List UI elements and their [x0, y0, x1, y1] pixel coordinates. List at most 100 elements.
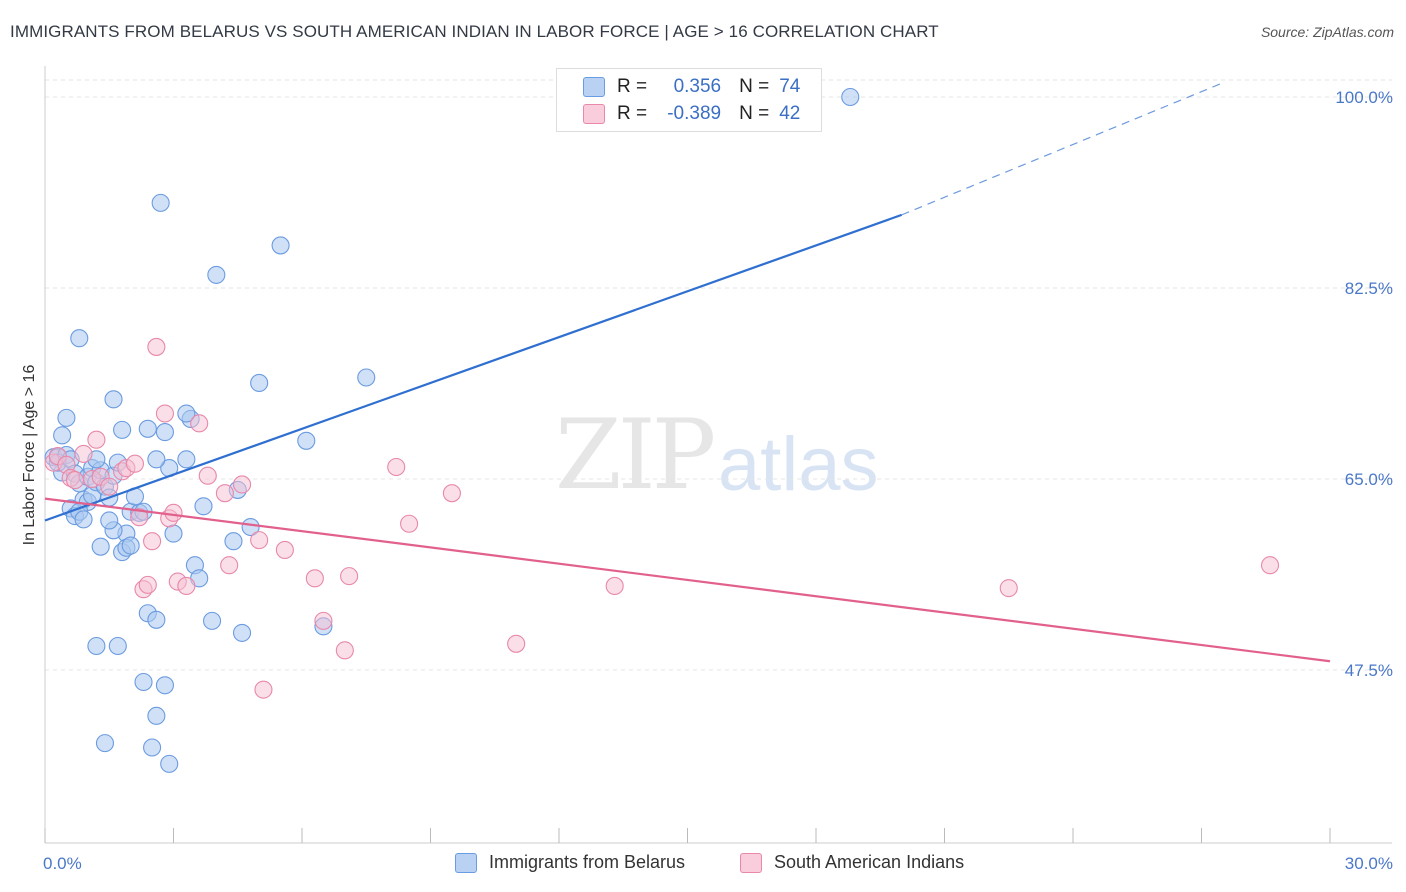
data-point-belarus [155, 423, 174, 442]
data-point-belarus [841, 87, 860, 107]
data-point-south-american [232, 475, 252, 494]
data-point-south-american [143, 532, 162, 551]
legend-n-value: 42 [779, 103, 801, 124]
data-point-south-american [254, 680, 273, 699]
data-point-south-american [138, 575, 157, 594]
data-point-belarus [271, 236, 290, 255]
data-point-south-american [999, 579, 1018, 598]
data-point-south-american [87, 430, 106, 449]
data-point-south-american [65, 471, 85, 490]
series-legend: Immigrants from Belarus South American I… [0, 852, 1406, 876]
watermark-atlas: atlas [718, 422, 879, 507]
y-tick-label: 82.5% [1345, 279, 1393, 298]
data-point-south-american [305, 569, 324, 588]
data-point-belarus [113, 420, 132, 439]
data-point-belarus [357, 368, 376, 387]
y-tick-label: 100.0% [1335, 88, 1393, 107]
data-point-belarus [160, 754, 179, 773]
legend-swatch-blue [583, 77, 605, 97]
data-point-south-american [130, 508, 149, 527]
data-point-south-american [387, 457, 406, 477]
data-point-belarus [100, 511, 119, 530]
trend-line-belarus [44, 213, 903, 522]
data-point-belarus [87, 636, 106, 656]
data-point-south-american [164, 503, 183, 522]
data-point-south-american [125, 454, 144, 473]
y-tick-label: 65.0% [1345, 470, 1393, 489]
data-point-belarus [232, 623, 252, 642]
data-point-belarus [151, 193, 170, 212]
legend-item-belarus[interactable]: Immigrants from Belarus [455, 852, 685, 873]
data-point-belarus [53, 426, 72, 445]
data-point-south-american [100, 477, 119, 496]
data-point-south-american [1260, 556, 1280, 575]
y-axis-label: In Labor Force | Age > 16 [21, 365, 38, 546]
data-point-belarus [121, 536, 140, 555]
legend-n-label: N = [739, 76, 770, 97]
data-point-south-american [275, 540, 294, 559]
tick-labels: 47.5% 65.0% 82.5% 100.0% 0.0% 30.0% [43, 88, 1393, 873]
data-point-belarus [147, 450, 166, 469]
data-point-south-american [215, 484, 234, 503]
legend-r-label: R = [617, 76, 648, 97]
series-belarus-points [44, 87, 860, 773]
gridlines [45, 79, 1392, 671]
trend-line-south-american [44, 497, 1331, 663]
source-credit[interactable]: Source: ZipAtlas.com [1260, 24, 1394, 40]
legend-n-label: N = [739, 103, 770, 124]
data-point-belarus [194, 497, 213, 516]
legend-swatch-blue [455, 852, 477, 873]
data-point-belarus [104, 390, 123, 409]
data-point-belarus [147, 610, 166, 629]
data-point-belarus [164, 524, 183, 543]
legend-row-belarus: R = 0.356 N = 74 [583, 75, 800, 99]
data-point-belarus [297, 431, 316, 450]
data-point-belarus [177, 404, 196, 423]
data-point-belarus [207, 265, 226, 284]
watermark-zip: ZIP [555, 399, 714, 511]
y-tick-label: 47.5% [1345, 661, 1393, 680]
data-point-south-american [147, 337, 166, 356]
legend-swatch-pink [583, 104, 605, 124]
data-point-belarus [70, 329, 89, 348]
series-south-american-points [44, 337, 1280, 699]
legend-row-south-american: R = -0.389 N = 42 [583, 102, 800, 126]
x-tick-label-max: 30.0% [1345, 854, 1393, 873]
data-point-belarus [143, 738, 162, 757]
data-point-belarus [138, 419, 157, 438]
legend-item-south-american[interactable]: South American Indians [740, 852, 964, 873]
data-point-south-american [220, 556, 239, 575]
data-point-belarus [224, 532, 243, 551]
data-point-belarus [147, 706, 166, 725]
data-point-belarus [203, 611, 222, 630]
data-point-belarus [155, 676, 174, 695]
data-point-south-american [198, 466, 217, 485]
data-point-south-american [190, 414, 209, 433]
data-point-belarus [177, 450, 196, 469]
legend-n-value: 74 [779, 76, 801, 97]
data-point-belarus [95, 734, 115, 753]
legend-label-south-american: South American Indians [774, 852, 965, 872]
data-point-belarus [74, 510, 93, 529]
data-point-belarus [250, 373, 269, 393]
data-point-belarus [57, 408, 76, 427]
legend-swatch-pink [740, 852, 762, 873]
data-point-south-american [74, 444, 93, 463]
legend-label-belarus: Immigrants from Belarus [489, 852, 686, 872]
legend-r-label: R = [617, 103, 648, 124]
data-point-belarus [241, 517, 260, 537]
data-point-belarus [108, 636, 127, 656]
legend-r-value: 0.356 [673, 76, 722, 97]
data-point-belarus [134, 672, 153, 692]
data-point-south-american [314, 611, 333, 630]
data-point-south-american [155, 404, 174, 423]
data-point-south-american [177, 576, 196, 596]
data-point-south-american [335, 641, 354, 660]
data-point-south-american [250, 531, 269, 550]
x-tick-label-min: 0.0% [43, 854, 82, 873]
data-point-south-american [400, 514, 419, 533]
data-point-south-american [340, 567, 359, 586]
trend-lines [44, 82, 1331, 663]
data-point-south-american [507, 634, 526, 653]
